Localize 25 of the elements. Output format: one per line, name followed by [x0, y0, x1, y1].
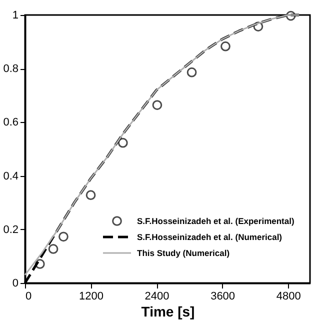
y-tick-label: 0.2 [3, 224, 18, 236]
x-tick-label: 4800 [276, 290, 301, 302]
x-tick-label: 3600 [210, 290, 236, 302]
x-axis-title: Time [s] [141, 304, 195, 320]
x-tick-label: 0 [26, 290, 32, 302]
point [118, 138, 128, 148]
legend-label: This Study (Numerical) [137, 248, 230, 258]
x-tick-label: 1200 [79, 290, 104, 302]
legend-label: S.F.Hosseinizadeh et al. (Experimental) [137, 216, 294, 226]
y-tick-label: 0.8 [3, 63, 18, 76]
point [152, 100, 162, 110]
x-tick-label: 2400 [144, 290, 170, 302]
point [253, 22, 264, 32]
point [220, 41, 230, 52]
y-tick-label: 0.4 [3, 170, 18, 182]
point [186, 67, 197, 78]
y-tick-label: 1 [12, 10, 18, 22]
point [58, 232, 68, 242]
y-tick-label: 0.6 [3, 116, 18, 129]
point [86, 190, 96, 200]
point [286, 10, 296, 21]
point [34, 259, 45, 269]
legend-label: S.F.Hosseinizadeh et al. (Numerical) [137, 232, 282, 242]
y-tick-label: 0 [12, 278, 18, 290]
point [48, 244, 58, 254]
